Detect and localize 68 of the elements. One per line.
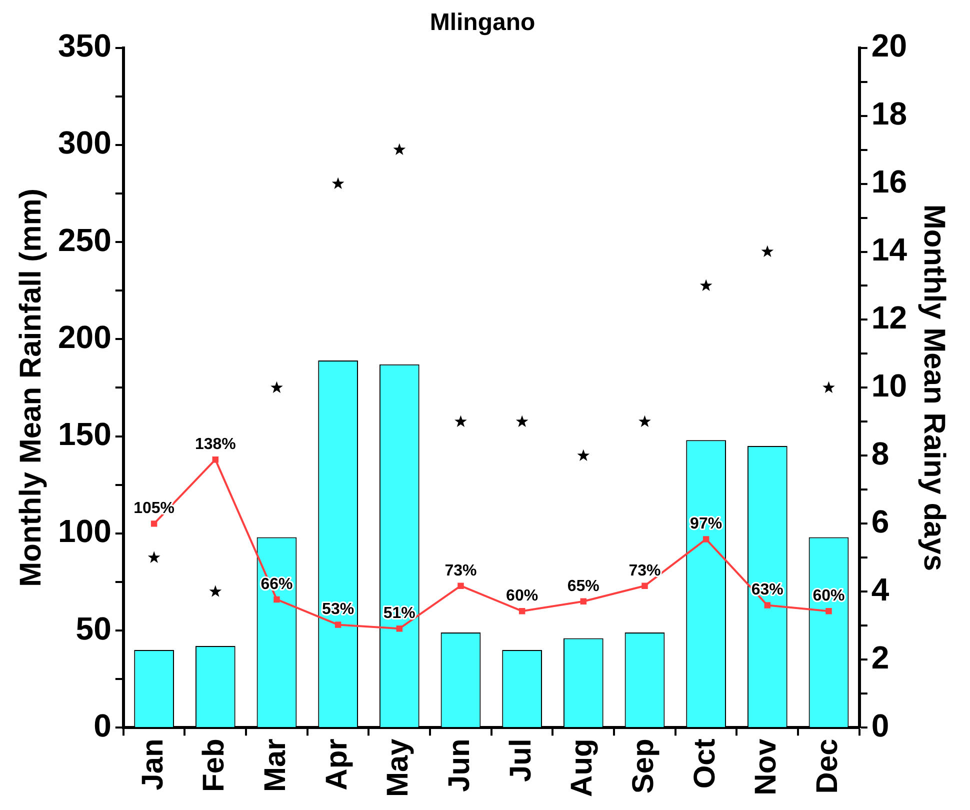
data-label: 138% xyxy=(194,436,236,453)
x-tick-label: Feb xyxy=(198,738,231,792)
x-tick-label: Nov xyxy=(750,738,783,796)
point xyxy=(212,456,219,463)
y2-tick-label: 0 xyxy=(871,707,890,744)
x-tick-label: Apr xyxy=(320,738,354,790)
x-tick-label: Jun xyxy=(442,738,476,792)
point xyxy=(150,520,158,527)
point xyxy=(580,598,587,605)
point xyxy=(826,608,832,614)
point xyxy=(516,415,528,427)
data-label: 63% xyxy=(751,582,784,599)
point xyxy=(700,279,712,292)
point xyxy=(638,415,651,427)
point xyxy=(764,602,771,608)
y2-tick-label: 10 xyxy=(871,368,907,404)
data-label: 60% xyxy=(812,588,845,605)
data-label: 73% xyxy=(628,562,661,580)
point xyxy=(642,582,648,589)
point xyxy=(393,143,406,156)
x-tick-label: Sep xyxy=(627,738,660,794)
y-axis-title: Monthly Mean Rainfall (mm) xyxy=(14,188,48,587)
x-tick-label: Jul xyxy=(504,738,538,782)
y2-tick-label: 8 xyxy=(871,436,890,472)
y2-tick-label: 12 xyxy=(871,300,907,336)
y2-tick-label: 14 xyxy=(871,232,908,268)
y2-tick-label: 4 xyxy=(871,572,890,608)
y2-tick-label: 20 xyxy=(871,28,907,64)
point xyxy=(761,245,774,258)
y2-tick-label: 6 xyxy=(871,504,890,540)
data-label: 60% xyxy=(506,588,538,605)
y-tick-label: 100 xyxy=(58,513,112,550)
x-tick-label: Jan xyxy=(136,738,170,790)
point xyxy=(518,608,526,614)
y-tick-label: 150 xyxy=(58,416,112,452)
y-tick-label: 0 xyxy=(94,707,112,744)
point xyxy=(702,536,710,542)
y-tick-label: 250 xyxy=(58,222,112,258)
chart-title: Mlingano xyxy=(430,9,536,36)
point xyxy=(332,177,344,190)
x-tick-label: Dec xyxy=(811,738,844,794)
point xyxy=(270,381,283,393)
data-label: 73% xyxy=(444,562,477,580)
x-tick-label: Oct xyxy=(688,738,722,789)
y-tick-label: 350 xyxy=(58,28,112,64)
point xyxy=(577,449,590,461)
data-label: 97% xyxy=(690,516,722,533)
point xyxy=(274,596,280,603)
x-tick-label: Aug xyxy=(566,738,599,797)
y2-axis-title: Monthly Mean Rainy days xyxy=(918,204,951,572)
point xyxy=(822,381,835,393)
point xyxy=(458,582,464,589)
data-label: 51% xyxy=(383,604,416,622)
data-label: 65% xyxy=(567,578,600,595)
y2-tick-label: 16 xyxy=(871,164,907,200)
y2-tick-label: 2 xyxy=(871,639,890,676)
y-tick-label: 200 xyxy=(58,318,112,355)
point xyxy=(334,622,342,628)
x-tick-label: Mar xyxy=(258,738,292,792)
point xyxy=(396,625,403,632)
point xyxy=(148,551,160,563)
point xyxy=(209,585,222,597)
y2-tick-label: 18 xyxy=(871,96,907,132)
data-label: 53% xyxy=(322,601,354,618)
y-tick-label: 300 xyxy=(58,124,112,161)
x-tick-label: May xyxy=(382,738,415,797)
point xyxy=(454,415,467,427)
y-tick-label: 50 xyxy=(76,610,112,646)
